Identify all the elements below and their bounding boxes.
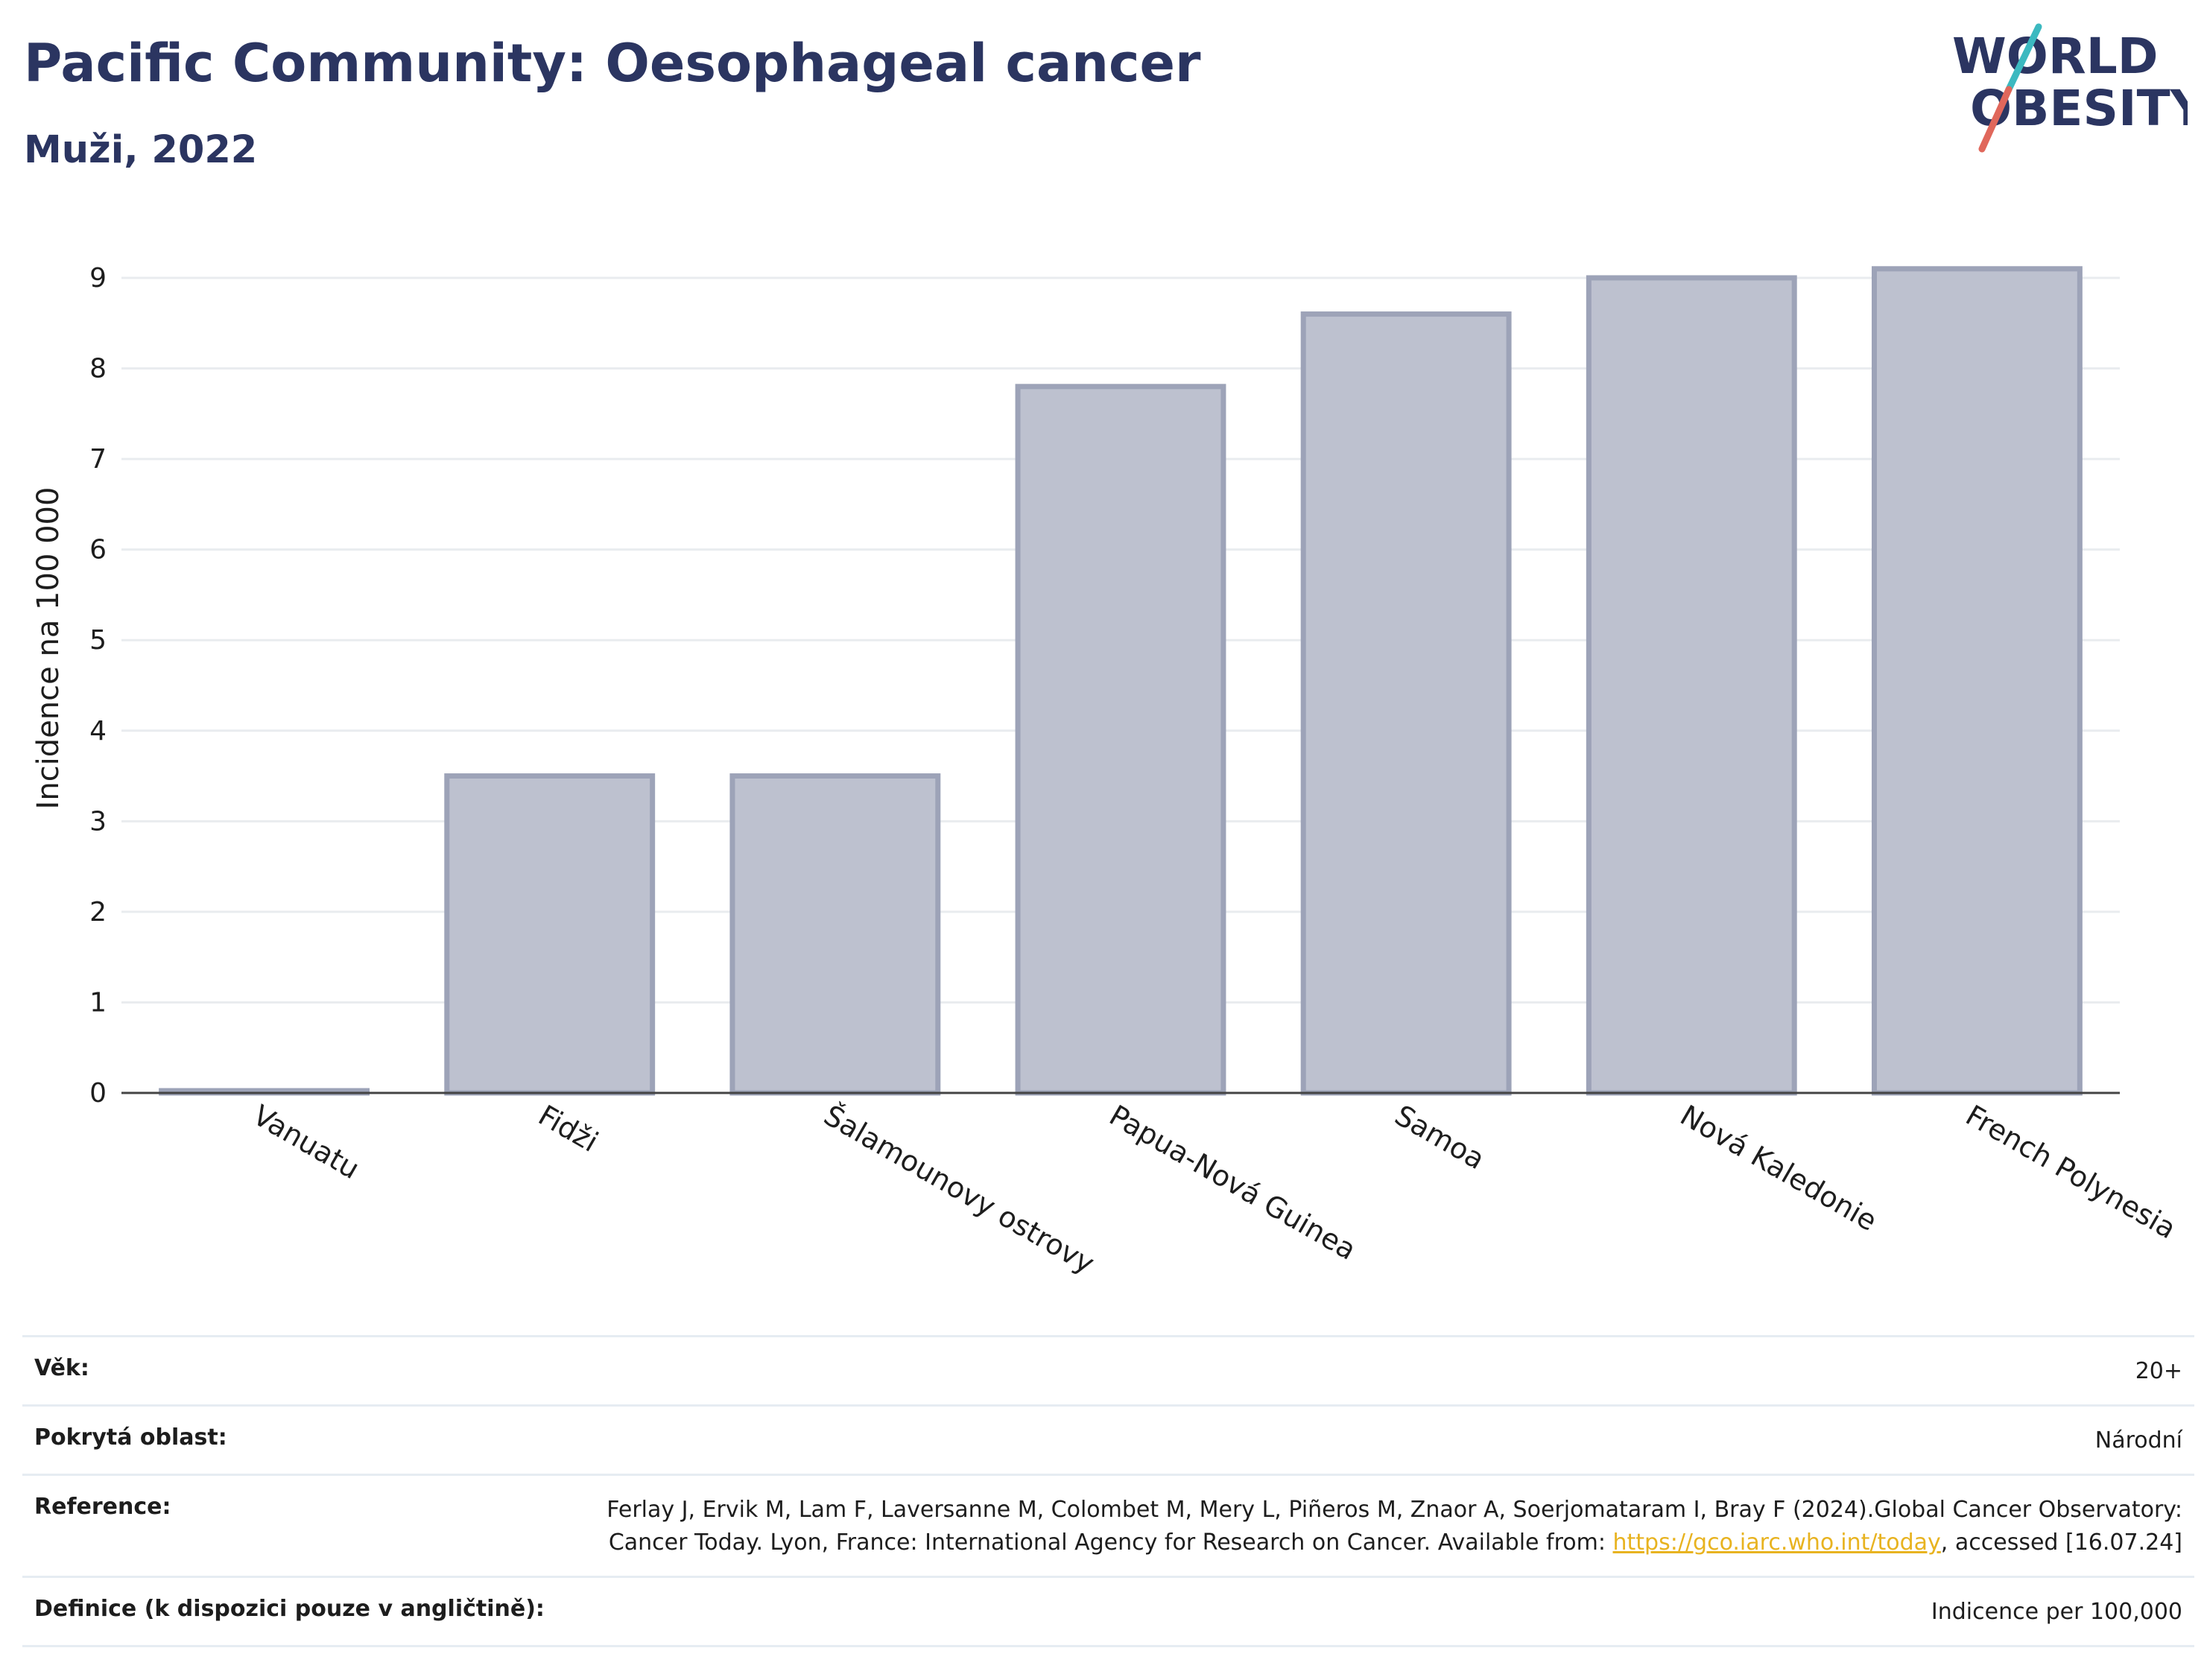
age-label: Věk: xyxy=(34,1355,89,1381)
bar[interactable] xyxy=(1871,266,2083,1096)
y-tick-label: 6 xyxy=(89,535,107,565)
area-label: Pokrytá oblast: xyxy=(34,1424,227,1451)
bar[interactable] xyxy=(729,773,941,1096)
info-table: Věk: 20+ Pokrytá oblast: Národní Referen… xyxy=(22,1335,2194,1647)
x-tick-label: Nová Kaledonie xyxy=(1675,1099,1883,1237)
y-tick-label: 3 xyxy=(89,806,107,837)
y-tick-label: 0 xyxy=(89,1078,107,1109)
y-axis-label: Incidence na 100 000 xyxy=(31,487,66,810)
world-obesity-logo: WORLD OBESITY xyxy=(1952,23,2188,153)
info-row-definition: Definice (k dispozici pouze v angličtině… xyxy=(22,1576,2194,1647)
reference-text-1: Ferlay J, Ervik M, Lam F, Laversanne M, … xyxy=(607,1497,2182,1556)
bar[interactable] xyxy=(1300,311,1512,1096)
info-row-reference: Reference: Ferlay J, Ervik M, Lam F, Lav… xyxy=(22,1474,2194,1576)
definition-value: Indicence per 100,000 xyxy=(1931,1599,2182,1625)
info-row-age: Věk: 20+ xyxy=(22,1335,2194,1404)
y-tick-label: 7 xyxy=(89,444,107,475)
x-tick-label: Samoa xyxy=(1390,1099,1490,1176)
bar-chart: 0 1 2 3 4 5 6 7 8 9 Vanuatu Fidži Šalamounovy ostrov… xyxy=(31,263,2182,1281)
bar[interactable] xyxy=(444,773,656,1096)
reference-link[interactable]: https://gco.iarc.who.int/today xyxy=(1612,1530,1941,1556)
page-title: Pacific Community: Oesophageal cancer xyxy=(24,33,1201,94)
logo-slash-red xyxy=(1978,86,2013,153)
bar[interactable] xyxy=(1015,384,1226,1096)
logo-slash-teal xyxy=(2005,23,2042,93)
y-tick-label: 5 xyxy=(89,625,107,656)
definition-label: Definice (k dispozici pouze v angličtině… xyxy=(34,1596,545,1622)
age-value: 20+ xyxy=(2135,1358,2182,1384)
y-tick-label: 2 xyxy=(89,897,107,928)
reference-label: Reference: xyxy=(34,1494,171,1520)
y-tick-label: 4 xyxy=(89,716,107,747)
x-tick-label: French Polynesia xyxy=(1960,1099,2182,1246)
page-subtitle: Muži, 2022 xyxy=(24,128,258,172)
bars xyxy=(159,266,2083,1096)
bar[interactable] xyxy=(1586,275,1797,1096)
reference-text-2: , accessed [16.07.24] xyxy=(1940,1530,2182,1556)
area-value: Národní xyxy=(2094,1427,2182,1454)
y-tick-label: 8 xyxy=(89,354,107,384)
y-tick-label: 1 xyxy=(89,987,107,1018)
logo-line-1: WORLD xyxy=(1952,28,2159,85)
reference-value: Ferlay J, Ervik M, Lam F, Laversanne M, … xyxy=(543,1494,2182,1559)
x-tick-label: Papua-Nová Guinea xyxy=(1104,1099,1362,1267)
x-tick-label: Fidži xyxy=(533,1099,604,1158)
x-tick-label: Šalamounovy ostrovy xyxy=(818,1099,1100,1281)
info-row-area: Pokrytá oblast: Národní xyxy=(22,1404,2194,1474)
y-tick-label: 9 xyxy=(89,263,107,294)
x-tick-label: Vanuatu xyxy=(247,1099,365,1185)
